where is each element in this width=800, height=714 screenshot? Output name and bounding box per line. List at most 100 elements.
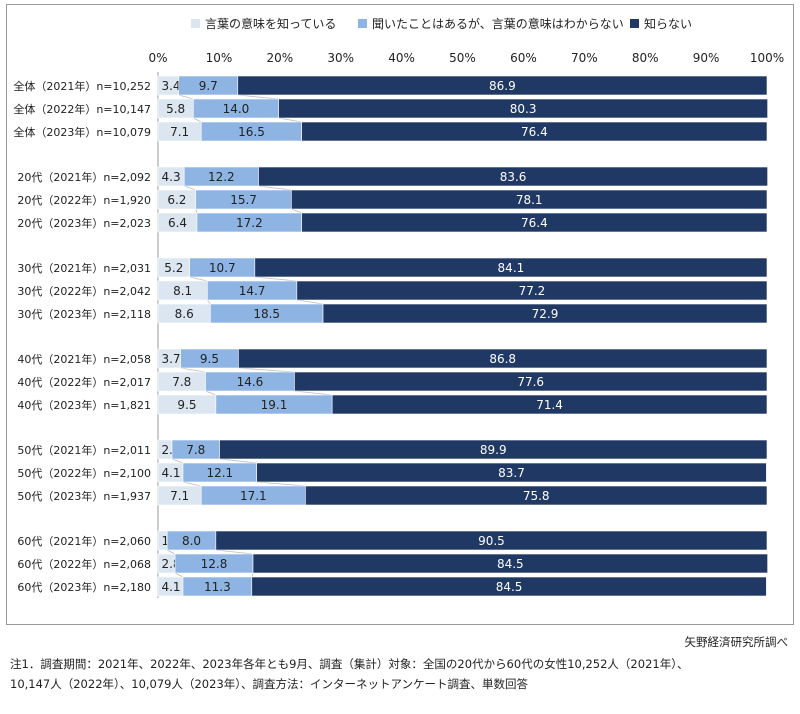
series-connector-line [219,458,257,464]
legend-label: 言葉の意味を知っている [205,16,336,31]
data-label: 12.1 [206,466,233,480]
data-label: 18.5 [253,307,280,321]
category-label: 50代（2023年）n=1,937 [17,489,151,503]
x-tick-label: 10% [206,51,233,65]
data-label: 76.4 [521,125,548,139]
data-label: 7.1 [170,125,189,139]
legend-label: 聞いたことはあるが、言葉の意味はわからない [372,16,624,31]
bar-segment [291,189,768,210]
series-connector-line [256,481,306,487]
x-tick-label: 50% [449,51,476,65]
series-connector-line [237,94,279,100]
bar-segment [215,530,768,551]
data-label: 17.1 [240,489,267,503]
bar-segment [294,371,768,392]
category-label: 60代（2022年）n=2,068 [17,557,151,571]
data-label: 7.1 [170,489,189,503]
data-label: 86.9 [489,79,516,93]
category-label: 40代（2023年）n=1,821 [17,398,151,412]
data-label: 14.7 [239,284,266,298]
legend-label: 知らない [644,17,692,31]
data-label: 6.2 [167,193,186,207]
data-label: 6.4 [168,216,187,230]
data-label: 9.5 [200,352,219,366]
data-label: 80.3 [510,102,537,116]
series-connector-line [205,390,216,396]
legend-swatch [191,19,200,28]
series-connector-line [207,299,211,305]
data-label: 84.5 [496,580,523,594]
bar-segment [278,98,768,119]
data-label: 84.5 [497,557,524,571]
bar-segment [251,576,767,597]
x-tick-label: 60% [510,51,537,65]
series-connector-line [251,572,254,578]
category-label: 20代（2023年）n=2,023 [17,216,151,230]
series-connector-line [189,276,208,282]
data-label: 14.0 [223,102,250,116]
x-tick-label: 0% [148,51,167,65]
survey-note-line-1: 注1．調査期間：2021年、2022年、2023年各年とも9月、調査（集計）対象… [10,657,689,671]
data-label: 4.1 [161,580,180,594]
series-connector-line [294,390,333,396]
series-connector-line [278,117,302,123]
chart-frame [6,4,794,625]
x-tick-label: 20% [266,51,293,65]
stacked-bar-chart: 言葉の意味を知っている 聞いたことはあるが、言葉の意味はわからない 知らない 0% 10… [6,4,794,625]
series-connector-line [193,117,202,123]
series-connector-line [254,276,297,282]
data-label: 84.1 [498,261,525,275]
series-connector-line [215,549,254,555]
x-tick-label: 30% [327,51,354,65]
category-label: 40代（2021年）n=2,058 [17,352,151,366]
bar-segment [219,439,768,460]
bar-segment [301,212,768,233]
data-label: 86.8 [489,352,516,366]
data-label: 19.1 [261,398,288,412]
legend-swatch [358,19,367,28]
series-connector-line [238,367,295,373]
data-label: 5.8 [166,102,185,116]
category-label: 20代（2022年）n=1,920 [17,193,151,207]
series-connector-line [195,208,198,214]
bar-segment [301,121,768,142]
data-label: 90.5 [478,534,505,548]
series-connector-line [178,94,194,100]
category-label: 30代（2022年）n=2,042 [17,284,151,298]
data-label: 14.6 [237,375,264,389]
category-label: 60代（2021年）n=2,060 [17,534,151,548]
x-tick-label: 40% [388,51,415,65]
series-connector-line [182,481,202,487]
series-connector-line [291,208,302,214]
data-label: 72.9 [532,307,559,321]
series-connector-line [171,458,184,464]
data-label: 15.7 [230,193,257,207]
x-tick-label: 70% [571,51,598,65]
category-label: 50代（2021年）n=2,011 [17,443,151,457]
data-label: 3.4 [161,79,180,93]
series-connector-line [180,367,206,373]
category-label: 50代（2022年）n=2,100 [17,466,151,480]
data-label: 5.2 [164,261,183,275]
data-label: 75.8 [523,489,550,503]
survey-note-line-2: 10,147人（2022年）、10,079人（2023年）、調査方法：インターネ… [10,677,529,691]
category-label: 全体（2022年）n=10,147 [13,102,151,116]
x-tick-label: 80% [632,51,659,65]
data-label: 83.6 [500,170,527,184]
category-label: 60代（2023年）n=2,180 [17,580,151,594]
legend-swatch [630,19,639,28]
data-label: 8.0 [182,534,201,548]
data-label: 12.8 [201,557,228,571]
bar-segment [256,462,767,483]
bar-segment [322,303,768,324]
data-label: 7.8 [186,443,205,457]
data-label: 8.1 [173,284,192,298]
data-label: 11.3 [204,580,231,594]
data-label: 4.1 [161,466,180,480]
data-label: 78.1 [516,193,543,207]
data-label: 9.7 [199,79,218,93]
data-label: 83.7 [498,466,525,480]
series-connector-line [174,572,184,578]
category-label: 20代（2021年）n=2,092 [17,170,151,184]
x-tick-label: 100% [750,51,784,65]
